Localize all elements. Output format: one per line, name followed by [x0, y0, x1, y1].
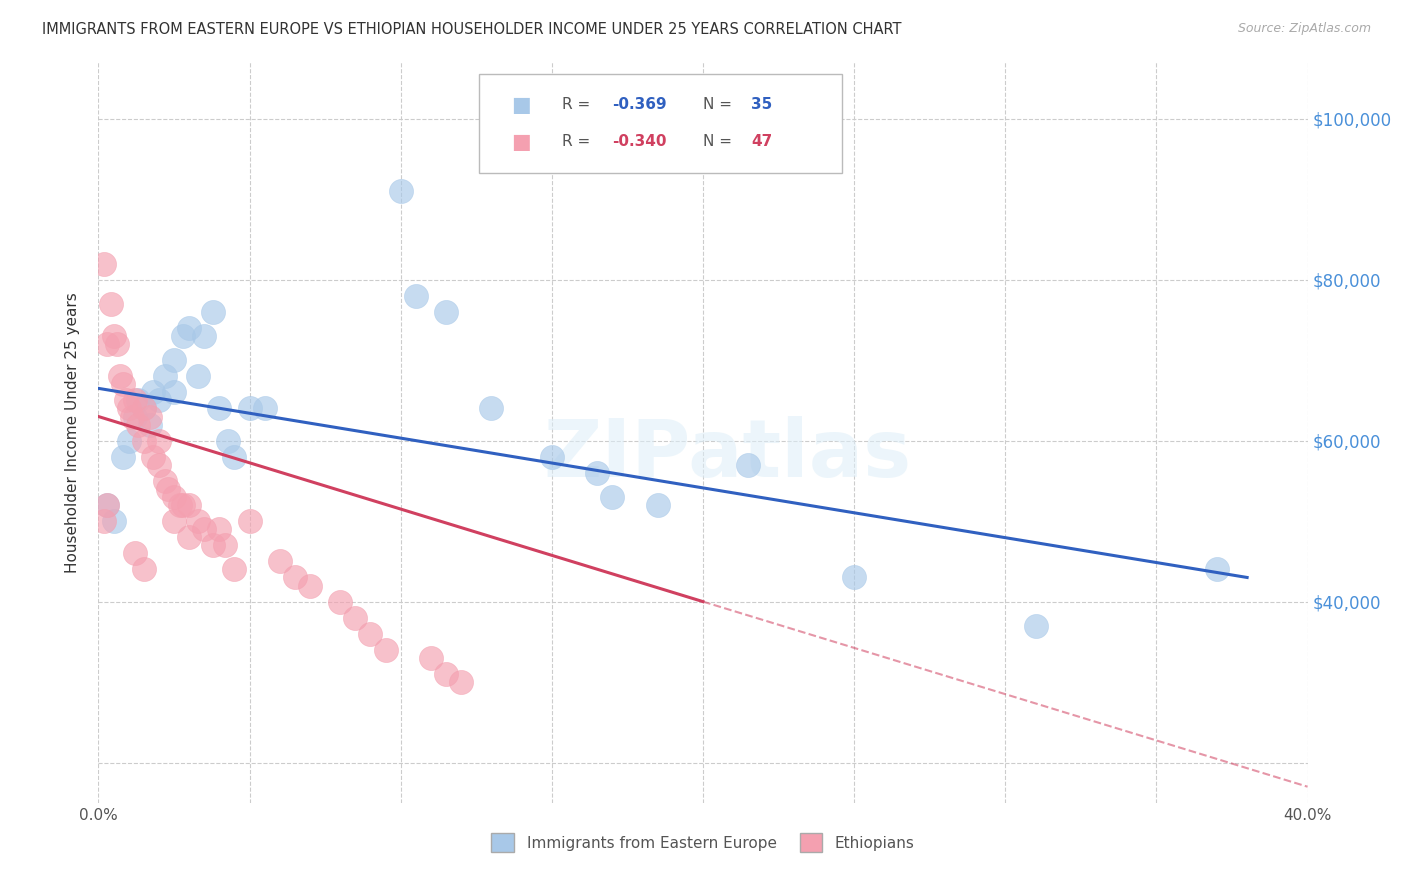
Text: ■: ■	[510, 132, 530, 152]
Text: R =: R =	[561, 97, 595, 112]
Text: 35: 35	[751, 97, 773, 112]
Point	[169, 498, 191, 512]
Point	[121, 409, 143, 424]
Point	[586, 466, 609, 480]
Text: IMMIGRANTS FROM EASTERN EUROPE VS ETHIOPIAN HOUSEHOLDER INCOME UNDER 25 YEARS CO: IMMIGRANTS FROM EASTERN EUROPE VS ETHIOP…	[42, 22, 901, 37]
Point	[132, 401, 155, 416]
Point	[132, 401, 155, 416]
Legend: Immigrants from Eastern Europe, Ethiopians: Immigrants from Eastern Europe, Ethiopia…	[485, 827, 921, 858]
Point	[647, 498, 669, 512]
Text: ZIPatlas: ZIPatlas	[543, 416, 911, 494]
Point	[111, 377, 134, 392]
Point	[105, 337, 128, 351]
Point	[187, 369, 209, 384]
Point	[127, 417, 149, 432]
Point	[224, 450, 246, 464]
Point	[434, 667, 457, 681]
Point	[405, 289, 427, 303]
Point	[93, 514, 115, 528]
Point	[127, 393, 149, 408]
Point	[156, 482, 179, 496]
Text: Source: ZipAtlas.com: Source: ZipAtlas.com	[1237, 22, 1371, 36]
Point	[96, 498, 118, 512]
Text: N =: N =	[703, 134, 737, 149]
Point	[103, 329, 125, 343]
Point	[132, 434, 155, 448]
Point	[253, 401, 276, 416]
Point	[142, 450, 165, 464]
Point	[481, 401, 503, 416]
Point	[187, 514, 209, 528]
Point	[148, 458, 170, 472]
Point	[202, 305, 225, 319]
Point	[163, 353, 186, 368]
Point	[163, 514, 186, 528]
Text: -0.369: -0.369	[613, 97, 666, 112]
Point	[163, 490, 186, 504]
Point	[239, 514, 262, 528]
Point	[450, 675, 472, 690]
Point	[284, 570, 307, 584]
Point	[1024, 619, 1046, 633]
Point	[100, 297, 122, 311]
Point	[214, 538, 236, 552]
Point	[208, 522, 231, 536]
Point	[202, 538, 225, 552]
Point	[193, 522, 215, 536]
Point	[389, 184, 412, 198]
Point	[142, 385, 165, 400]
Point	[153, 474, 176, 488]
FancyBboxPatch shape	[479, 73, 842, 173]
Point	[124, 409, 146, 424]
Point	[329, 594, 352, 608]
Point	[148, 434, 170, 448]
Point	[179, 321, 201, 335]
Point	[163, 385, 186, 400]
Text: 47: 47	[751, 134, 773, 149]
Point	[132, 562, 155, 576]
Text: R =: R =	[561, 134, 595, 149]
Text: -0.340: -0.340	[613, 134, 666, 149]
Point	[96, 337, 118, 351]
Point	[118, 434, 141, 448]
Point	[93, 257, 115, 271]
Point	[114, 393, 136, 408]
Point	[737, 458, 759, 472]
Point	[148, 393, 170, 408]
Text: N =: N =	[703, 97, 737, 112]
Point	[172, 329, 194, 343]
Y-axis label: Householder Income Under 25 years: Householder Income Under 25 years	[65, 293, 80, 573]
Point	[124, 393, 146, 408]
Point	[179, 498, 201, 512]
Point	[374, 643, 396, 657]
Point	[208, 401, 231, 416]
Point	[602, 490, 624, 504]
Point	[153, 369, 176, 384]
Point	[96, 498, 118, 512]
Point	[844, 570, 866, 584]
Point	[172, 498, 194, 512]
Point	[224, 562, 246, 576]
Point	[139, 409, 162, 424]
Point	[1206, 562, 1229, 576]
Point	[118, 401, 141, 416]
Point	[111, 450, 134, 464]
Point	[420, 651, 443, 665]
Point	[434, 305, 457, 319]
Point	[108, 369, 131, 384]
Point	[193, 329, 215, 343]
Point	[124, 546, 146, 560]
Point	[139, 417, 162, 432]
Point	[344, 610, 367, 624]
Point	[299, 578, 322, 592]
Point	[217, 434, 239, 448]
Point	[179, 530, 201, 544]
Point	[540, 450, 562, 464]
Point	[103, 514, 125, 528]
Point	[239, 401, 262, 416]
Point	[269, 554, 291, 568]
Point	[360, 627, 382, 641]
Text: ■: ■	[510, 95, 530, 115]
